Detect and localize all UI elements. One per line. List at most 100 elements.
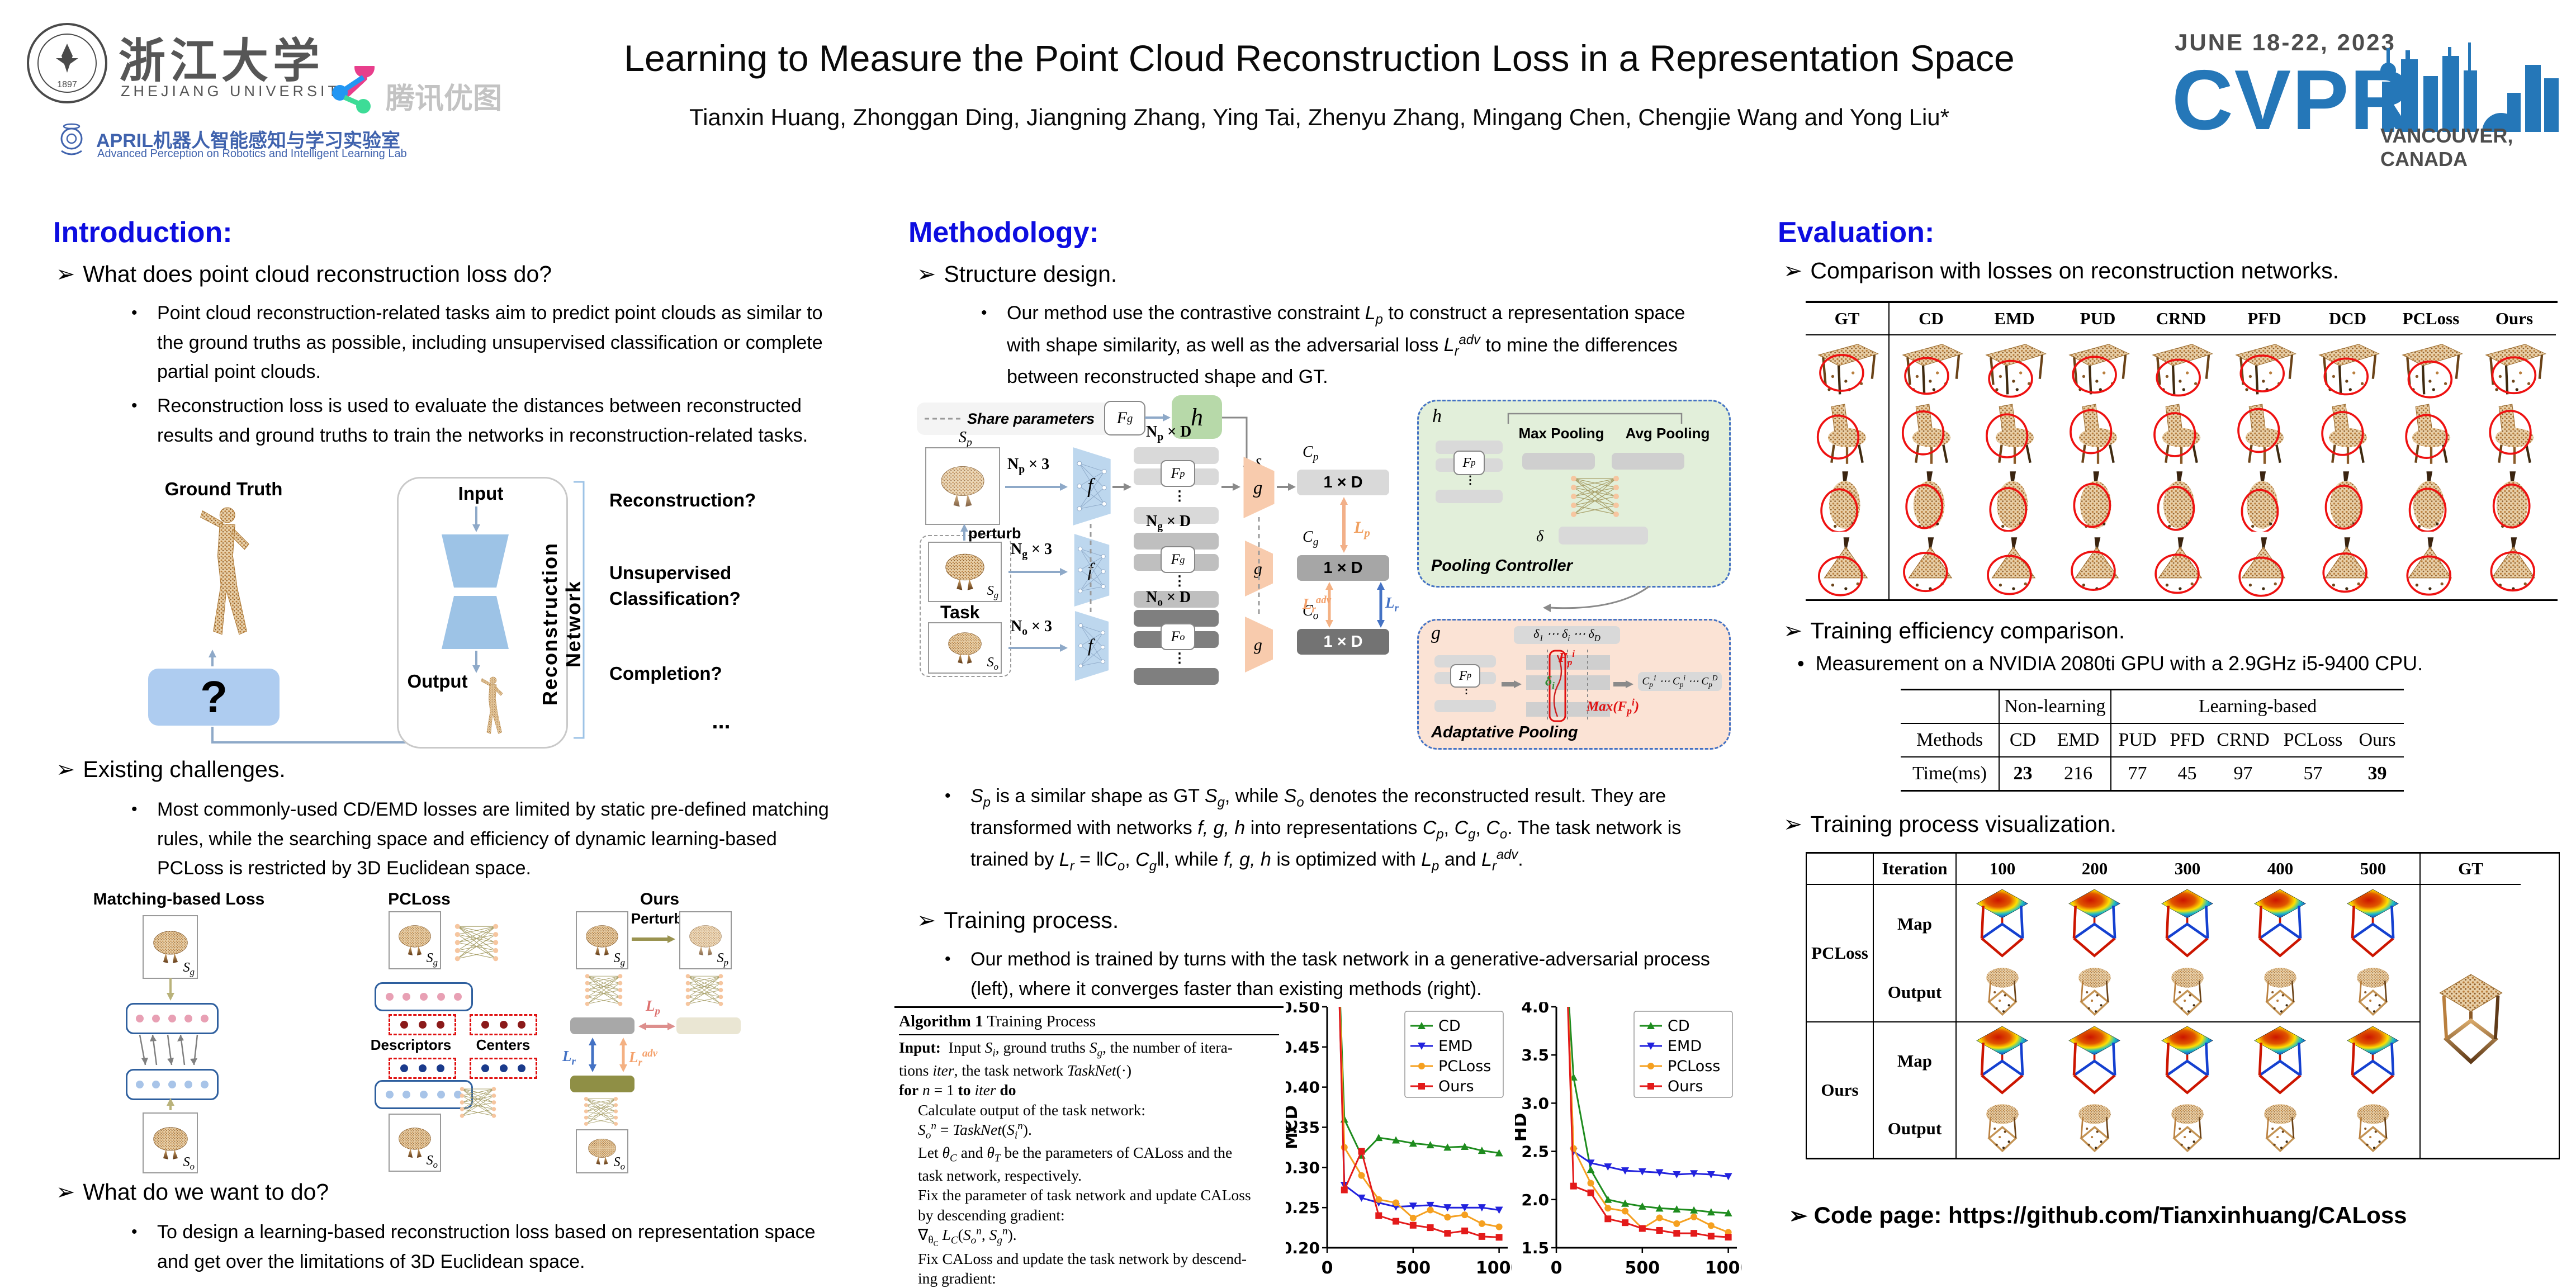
intro-q2: ➢ Existing challenges. [56,756,286,782]
method-s2-bullet: • Our method is trained by turns with the… [945,949,1710,1000]
vis-cell-ours-output-iter400 [2234,1100,2327,1158]
zju-name-en: ZHEJIANG UNIVERSITY [121,83,354,100]
efficiency-method-ours: Ours [2351,724,2404,757]
vis-rowlabel-pcloss-output: Output [1873,963,1955,1021]
question-box: ? [148,669,280,726]
svg-text:0.25: 0.25 [1286,1199,1320,1217]
svg-text:3.5: 3.5 [1521,1046,1549,1064]
lradv-arrow [618,1038,629,1075]
structure-design-figure: Share parameters Fg h δ Sp Np × 3 Np × D… [911,394,1733,750]
nod-label: No × D [1146,589,1191,609]
efficiency-method-pfd: PFD [2163,724,2211,757]
vis-cell-ours-map-iter300 [2141,1021,2234,1100]
matching-based-loss-label: Matching-based Loss [93,890,265,908]
efficiency-methods-label: Methods [1901,724,1999,757]
cg-vector: 1 × D [1297,555,1389,581]
task-unsupervised-label: Unsupervised [609,562,732,583]
comparison-cell-row2-cd [1890,401,1973,467]
comparison-cell-row1-emd [1973,335,2056,401]
ours-cp-representation [676,1017,741,1034]
pcloss-sg-box: Sg [389,911,441,969]
comparison-header-pfd: PFD [2223,303,2306,335]
eval-e3: ➢ Training process visualization. [1783,811,2117,837]
poster-title: Learning to Measure the Point Cloud Reco… [624,37,2015,79]
svg-text:1897: 1897 [57,80,77,89]
comparison-cell-row4-pfd [2223,533,2306,599]
panel-g-label: g [1431,623,1441,643]
perturb-small-label: perturb [968,525,1021,542]
pcloss-centers-top [470,1014,537,1035]
intro-heading: Introduction: [53,216,233,249]
vis-cell-pcloss-map-iter400 [2234,885,2327,963]
svg-text:1000: 1000 [1705,1258,1741,1278]
ap-fp-bar1 [1434,655,1496,667]
tencent-youtu-icon [331,58,377,115]
pcloss-descriptor-points-bottom [375,1080,473,1109]
svg-text:0: 0 [1551,1258,1562,1278]
cg-label: Cg [1303,528,1319,548]
max-pooling-label: Max Pooling [1518,425,1604,442]
input-arrow [471,506,482,535]
pcloss-descriptors-top [389,1014,456,1035]
svg-text:0.30: 0.30 [1286,1158,1320,1177]
ap-arrow2 [1613,679,1633,693]
comparison-header-pcloss: PCLoss [2389,303,2473,335]
deltai-label: δi [1545,674,1555,691]
output-label: Output [407,671,468,692]
method-s1: ➢ Structure design. [917,261,1117,287]
svg-text:3.0: 3.0 [1521,1094,1549,1112]
algorithm-line-6: Let θC and θT be the parameters of CALos… [918,1144,1233,1164]
efficiency-time-pud: 77 [2110,757,2163,790]
svg-text:HD: HD [1515,1113,1531,1142]
svg-text:1.5: 1.5 [1521,1239,1549,1257]
svg-text:0.35: 0.35 [1286,1119,1320,1137]
vis-iteration-label: Iteration [1873,854,1955,885]
vis-cell-pcloss-output-iter200 [2048,963,2141,1021]
ap-arrow1 [1502,679,1522,693]
algorithm-line-12: ing gradient: [918,1269,996,1287]
task-completion-label: Completion? [609,663,722,684]
cp-vector: 1 × D [1297,470,1389,495]
efficiency-time-pcloss: 57 [2303,763,2323,784]
sp-label: Sp [959,429,972,449]
comparison-cell-row1-ours [2473,335,2556,401]
fp-to-g-arrow [1221,481,1240,495]
struct-lp-label: Lp [1354,518,1370,539]
method-s2: ➢ Training process. [917,907,1119,933]
reconstruction-network-figure: Ground Truth ? Input Output Reconstructi… [117,474,833,749]
cvpr-skyline-icon [2379,31,2563,132]
perturb-arrow [632,934,675,948]
perturb-label: Perturb [631,910,683,927]
zju-seal-logo: 1897 [25,21,109,105]
fp-bar-3 [1134,507,1219,524]
comparison-cell-row4-pud [2056,533,2139,599]
efficiency-method-pcloss: PCLoss [2275,724,2351,757]
pcloss-centers-bottom [470,1058,537,1079]
pcloss-label: PCLoss [388,890,451,908]
code-page-link[interactable]: Code page: https://github.com/Tianxinhua… [1813,1202,2407,1228]
algorithm-line-7: task network, respectively. [918,1167,1082,1185]
sp-pointcloud-box [925,447,1000,525]
comparison-cell-row3-gt [1806,467,1890,533]
ours-encoder-net-sg [579,973,629,1007]
vis-cell-ours-output-iter500 [2327,1100,2419,1158]
efficiency-time-ours: 39 [2367,763,2387,784]
ours-sp-box: Sp [679,911,732,969]
sg-to-f-arrow [1008,566,1068,580]
matching-sg-box: Sg [143,915,198,979]
comparison-header-pud: PUD [2056,303,2139,335]
perturb-arrow-up [959,524,970,543]
vis-rowlabel-ours-output: Output [1873,1100,1955,1158]
vis-gt-pointcloud [2419,885,2521,1158]
arrow-bullet-icon: ➢ [56,261,75,287]
fg-to-h-arrow [1145,412,1171,426]
efficiency-time-cd: 23 [1999,757,2046,790]
encoder-block [442,534,509,588]
efficiency-group-nonlearning: Non-learning [1999,690,2110,724]
intro-q3-bullet: • To design a learning-based reconstructi… [131,1221,816,1272]
vis-cell-pcloss-map-iter100 [1955,885,2048,963]
